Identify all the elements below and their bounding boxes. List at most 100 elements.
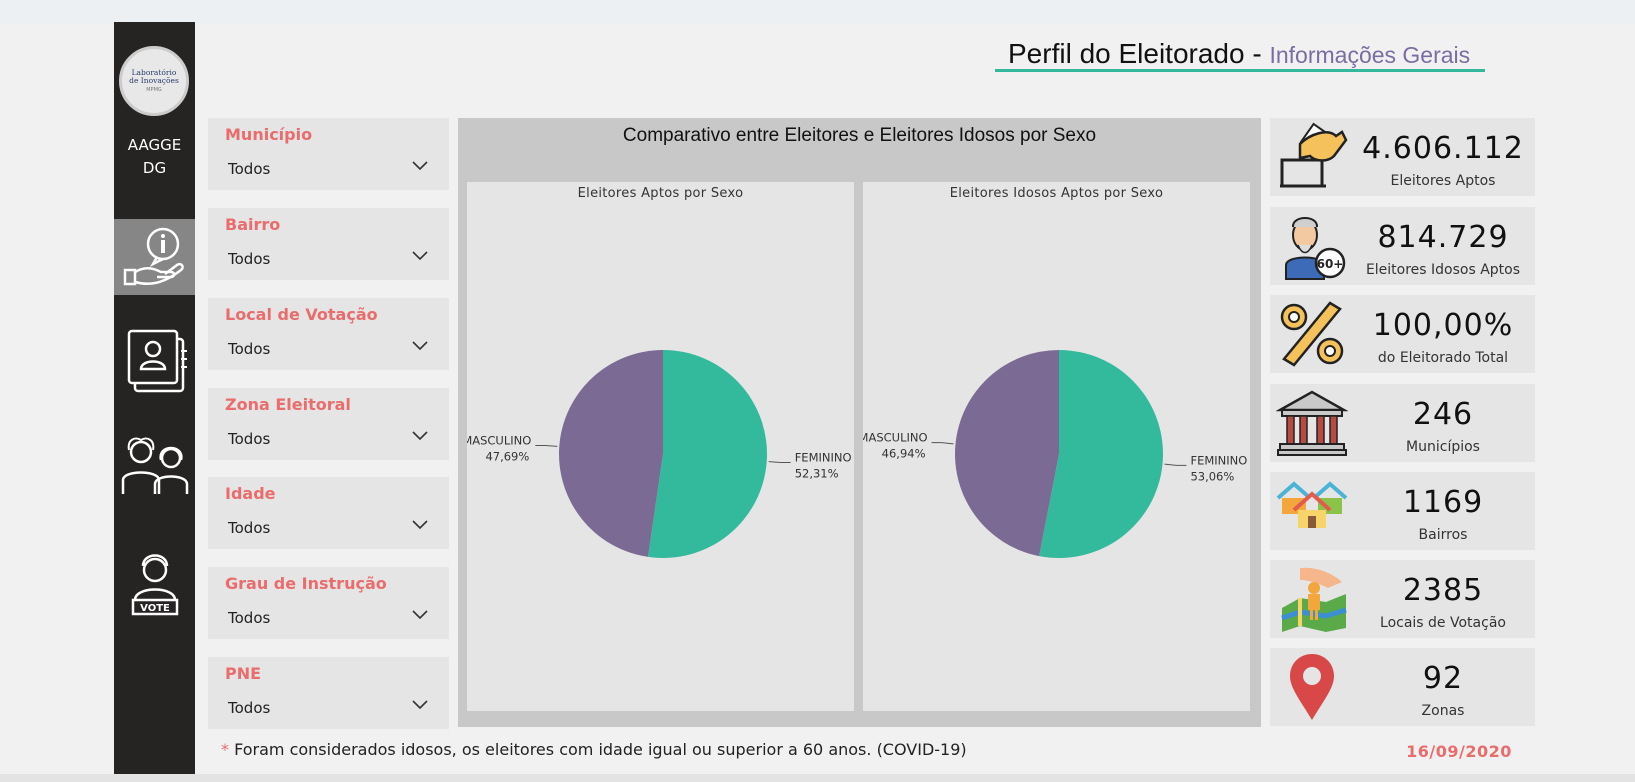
pie-card-eleitores[interactable]: Eleitores Aptos por Sexo FEMININO 52,31% M… xyxy=(467,182,854,711)
nav-info-button[interactable] xyxy=(114,219,195,295)
pie-title: Eleitores Aptos por Sexo xyxy=(577,186,744,201)
page-subtitle: Informações Gerais xyxy=(1269,42,1471,68)
nav-elderly-button[interactable] xyxy=(114,427,195,503)
kpi-eleitores-idosos: 60+ 814.729 Eleitores Idosos Aptos xyxy=(1270,207,1535,285)
filter-value[interactable]: Todos xyxy=(228,250,271,268)
profile-document-icon xyxy=(127,329,187,393)
filter-value[interactable]: Todos xyxy=(228,430,271,448)
footnote: * Foram considerados idosos, os eleitore… xyxy=(221,740,967,759)
filter-value[interactable]: Todos xyxy=(228,699,271,717)
filter-municipio[interactable]: Município Todos xyxy=(208,118,449,190)
kpi-locais-votacao: 2385 Locais de Votação xyxy=(1270,560,1535,638)
logo-sub: MPMG xyxy=(146,87,162,93)
pie-label-category: MASCULINO xyxy=(863,431,928,445)
pie-label-value: 53,06% xyxy=(1190,469,1234,483)
chevron-down-icon[interactable] xyxy=(411,607,429,621)
elderly-couple-icon xyxy=(121,437,188,494)
nav-profile-button[interactable] xyxy=(114,322,195,398)
pie-slice-masculino[interactable] xyxy=(955,350,1059,557)
filter-label: Local de Votação xyxy=(225,305,378,324)
chevron-down-icon[interactable] xyxy=(411,248,429,262)
chevron-down-icon[interactable] xyxy=(411,428,429,442)
chart-panel-title: Comparativo entre Eleitores e Eleitores … xyxy=(622,125,1097,146)
filter-value[interactable]: Todos xyxy=(228,160,271,178)
sidebar: Laboratório de Inovações MPMG AAGGE DG xyxy=(114,22,195,774)
kpi-bairros: 1169 Bairros xyxy=(1270,472,1535,550)
pie-label-value: 47,69% xyxy=(485,449,529,463)
kpi-label: Locais de Votação xyxy=(1380,615,1506,631)
nav-voter-button[interactable]: VOTE xyxy=(114,547,195,623)
filter-bairro[interactable]: Bairro Todos xyxy=(208,208,449,280)
footnote-star: * xyxy=(221,740,229,759)
kpi-label: do Eleitorado Total xyxy=(1377,350,1509,366)
filter-zona-eleitoral[interactable]: Zona Eleitoral Todos xyxy=(208,388,449,460)
page-title: Perfil do Eleitorado - Informações Gerai… xyxy=(1008,38,1470,70)
kpi-value: 814.729 xyxy=(1377,220,1509,255)
kpi-label: Eleitores Idosos Aptos xyxy=(1365,262,1521,278)
top-strip xyxy=(0,0,1635,24)
svg-text:VOTE: VOTE xyxy=(140,603,170,614)
filter-pne[interactable]: PNE Todos xyxy=(208,657,449,729)
pie-slices[interactable] xyxy=(955,350,1163,558)
filter-label: Grau de Instrução xyxy=(225,574,387,593)
org-line-1: AAGGE xyxy=(127,136,182,154)
update-date: 16/09/2020 xyxy=(1406,742,1512,761)
pie-leader-line xyxy=(1164,463,1187,466)
org-line-2: DG xyxy=(142,159,167,177)
houses-icon xyxy=(1276,481,1348,528)
kpi-value: 246 xyxy=(1412,397,1474,432)
filter-label: Município xyxy=(225,125,313,144)
kpi-value: 100,00% xyxy=(1372,308,1514,343)
pie-title: Eleitores Idosos Aptos por Sexo xyxy=(949,186,1164,201)
kpi-value: 4.606.112 xyxy=(1362,131,1524,166)
map-location-icon xyxy=(1281,567,1347,632)
kpi-value: 1169 xyxy=(1402,485,1484,520)
pie-slices[interactable] xyxy=(558,350,767,558)
kpi-municipios: 246 Municípios xyxy=(1270,384,1535,462)
kpi-percentual: 100,00% do Eleitorado Total xyxy=(1270,295,1535,373)
info-hand-icon xyxy=(123,227,184,286)
filter-local-votacao[interactable]: Local de Votação Todos xyxy=(208,298,449,370)
chevron-down-icon[interactable] xyxy=(411,338,429,352)
pie-labels: FEMININO 52,31% MASCULINO 47,69% xyxy=(467,433,852,480)
pie-card-idosos[interactable]: Eleitores Idosos Aptos por Sexo FEMININO… xyxy=(863,182,1250,711)
page-header: Perfil do Eleitorado - Informações Gerai… xyxy=(995,34,1485,74)
elderly-60plus-icon: 60+ xyxy=(1285,217,1346,280)
header-underline xyxy=(995,69,1485,72)
pie-slice-feminino[interactable] xyxy=(647,350,767,558)
pie-chart-eleitores[interactable]: FEMININO 52,31% MASCULINO 47,69% xyxy=(467,182,854,711)
pie-chart-idosos[interactable]: FEMININO 53,06% MASCULINO 46,94% xyxy=(863,182,1250,711)
kpi-eleitores-aptos: 4.606.112 Eleitores Aptos xyxy=(1270,118,1535,196)
pie-leader-line xyxy=(768,461,791,464)
kpi-label: Zonas xyxy=(1421,703,1465,719)
org-name: AAGGE DG xyxy=(114,134,195,180)
filter-label: PNE xyxy=(225,664,262,683)
pie-leader-line xyxy=(535,444,558,447)
kpi-label: Municípios xyxy=(1406,439,1480,455)
pie-labels: FEMININO 53,06% MASCULINO 46,94% xyxy=(863,431,1247,484)
svg-text:60+: 60+ xyxy=(1317,257,1344,271)
pie-slice-masculino[interactable] xyxy=(558,350,663,557)
kpi-value: 92 xyxy=(1422,661,1464,696)
kpi-value: 2385 xyxy=(1402,573,1484,608)
filter-value[interactable]: Todos xyxy=(228,519,271,537)
filter-value[interactable]: Todos xyxy=(228,340,271,358)
pie-label-value: 46,94% xyxy=(882,447,926,461)
filter-value[interactable]: Todos xyxy=(228,609,271,627)
chevron-down-icon[interactable] xyxy=(411,517,429,531)
filter-label: Idade xyxy=(225,484,276,503)
kpi-label: Eleitores Aptos xyxy=(1390,173,1496,189)
filter-idade[interactable]: Idade Todos xyxy=(208,477,449,549)
chevron-down-icon[interactable] xyxy=(411,697,429,711)
kpi-label: Bairros xyxy=(1418,527,1468,543)
pie-label-value: 52,31% xyxy=(795,467,839,481)
pie-label-category: FEMININO xyxy=(1190,453,1247,467)
chevron-down-icon[interactable] xyxy=(411,158,429,172)
filter-grau-instrucao[interactable]: Grau de Instrução Todos xyxy=(208,567,449,639)
kpi-zonas: 92 Zonas xyxy=(1270,648,1535,726)
chart-panel: Comparativo entre Eleitores e Eleitores … xyxy=(458,118,1261,727)
logo-line-1: Laboratório xyxy=(131,68,177,77)
filter-label: Bairro xyxy=(225,215,281,234)
institution-building-icon xyxy=(1276,390,1348,456)
pie-slice-feminino[interactable] xyxy=(1039,350,1163,558)
